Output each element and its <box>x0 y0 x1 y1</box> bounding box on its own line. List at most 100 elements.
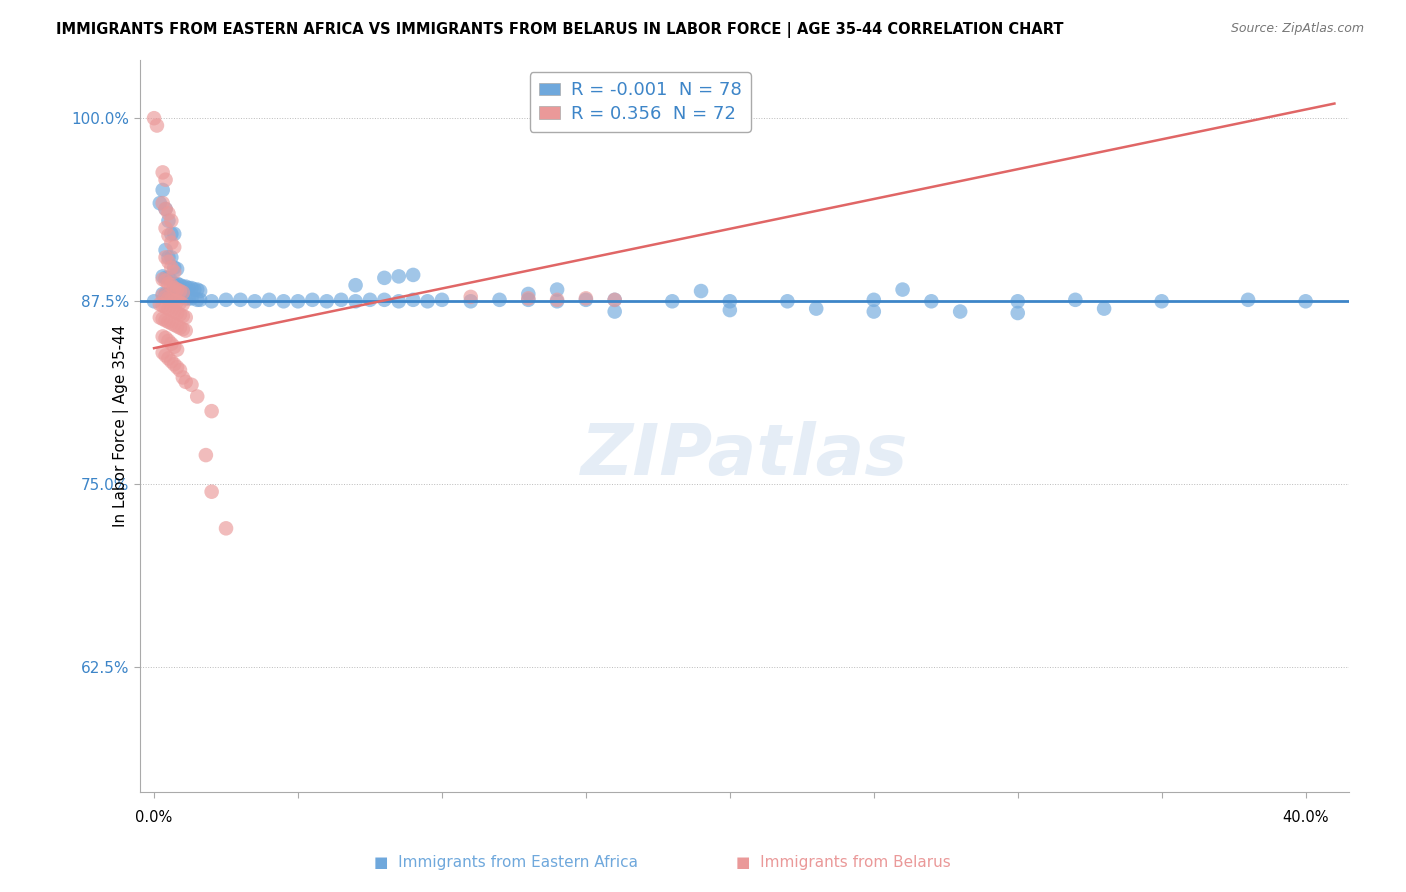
Point <box>163 318 186 332</box>
Point <box>152 345 174 359</box>
Point <box>155 243 177 257</box>
Point <box>155 172 177 186</box>
Point <box>177 291 200 305</box>
Point <box>373 270 395 285</box>
Point <box>166 294 188 309</box>
Point <box>166 306 188 320</box>
Point <box>152 311 174 326</box>
Point <box>160 354 183 368</box>
Point <box>174 279 197 293</box>
Point <box>402 293 425 307</box>
Point <box>1295 294 1317 309</box>
Point <box>163 260 186 275</box>
Point <box>163 357 186 371</box>
Point <box>163 265 186 279</box>
Point <box>157 251 180 265</box>
Point <box>172 297 194 311</box>
Point <box>180 281 202 295</box>
Point <box>172 290 194 304</box>
Point <box>402 268 425 282</box>
Point <box>194 448 217 462</box>
Point <box>862 293 884 307</box>
Point <box>517 291 540 305</box>
Point <box>575 291 598 305</box>
Point <box>546 293 568 307</box>
Point <box>460 290 482 304</box>
Point <box>186 390 208 404</box>
Point <box>166 283 188 297</box>
Point <box>388 294 411 309</box>
Point <box>163 288 186 302</box>
Point <box>315 294 337 309</box>
Point <box>174 291 197 305</box>
Point <box>152 299 174 313</box>
Point <box>201 294 224 309</box>
Point <box>143 294 166 309</box>
Point <box>157 291 180 305</box>
Point <box>155 202 177 216</box>
Point <box>152 272 174 286</box>
Point <box>718 303 741 318</box>
Point <box>546 294 568 309</box>
Point <box>157 213 180 227</box>
Point <box>166 262 188 277</box>
Point <box>330 293 353 307</box>
Point <box>155 202 177 216</box>
Point <box>430 293 453 307</box>
Point <box>157 301 180 316</box>
Point <box>163 304 186 318</box>
Text: IMMIGRANTS FROM EASTERN AFRICA VS IMMIGRANTS FROM BELARUS IN LABOR FORCE | AGE 3: IMMIGRANTS FROM EASTERN AFRICA VS IMMIGR… <box>56 22 1064 38</box>
Point <box>155 274 177 288</box>
Point <box>661 294 683 309</box>
Point <box>155 349 177 363</box>
Point <box>215 521 238 535</box>
Point <box>149 310 172 325</box>
Point <box>172 285 194 300</box>
Point <box>163 227 186 241</box>
Point <box>180 377 202 392</box>
Point <box>146 119 169 133</box>
Point <box>160 213 183 227</box>
Point <box>188 293 211 307</box>
Point <box>603 304 626 318</box>
Point <box>388 269 411 284</box>
Point <box>416 294 439 309</box>
Point <box>160 274 183 288</box>
Point <box>1064 293 1087 307</box>
Point <box>546 283 568 297</box>
Point <box>186 293 208 307</box>
Point <box>373 293 395 307</box>
Point <box>169 308 191 322</box>
Point <box>186 283 208 297</box>
Point <box>163 281 186 295</box>
Text: 0.0%: 0.0% <box>135 810 173 824</box>
Point <box>166 319 188 334</box>
Point <box>152 183 174 197</box>
Point <box>166 343 188 357</box>
Point <box>157 270 180 285</box>
Point <box>160 303 183 318</box>
Point <box>169 320 191 334</box>
Point <box>152 165 174 179</box>
Point <box>155 313 177 327</box>
Point <box>891 283 914 297</box>
Point <box>155 270 177 285</box>
Point <box>152 288 174 302</box>
Text: 40.0%: 40.0% <box>1282 810 1329 824</box>
Point <box>1150 294 1173 309</box>
Point <box>169 290 191 304</box>
Point <box>776 294 799 309</box>
Point <box>949 304 972 318</box>
Point <box>155 290 177 304</box>
Point <box>344 294 367 309</box>
Point <box>169 295 191 310</box>
Point <box>157 254 180 268</box>
Point <box>157 351 180 366</box>
Point <box>517 293 540 307</box>
Point <box>460 294 482 309</box>
Point <box>1092 301 1115 316</box>
Point <box>575 293 598 307</box>
Point <box>172 322 194 336</box>
Point <box>180 291 202 305</box>
Legend: R = -0.001  N = 78, R = 0.356  N = 72: R = -0.001 N = 78, R = 0.356 N = 72 <box>530 72 751 132</box>
